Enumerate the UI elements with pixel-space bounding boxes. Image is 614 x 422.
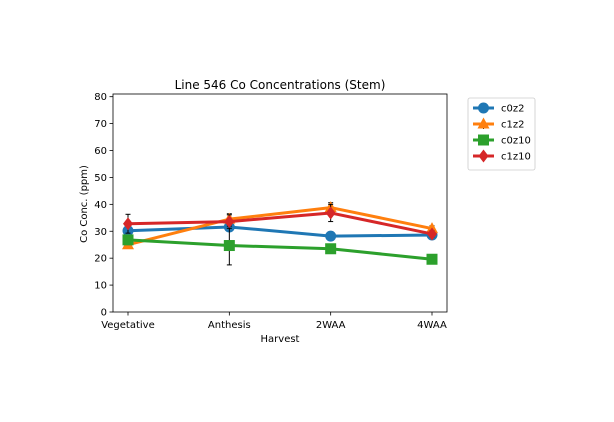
x-tick-label: 2WAA: [316, 320, 346, 331]
legend-label-c0z10: c0z10: [501, 136, 531, 147]
series-line-c1z10: [127, 211, 433, 236]
y-tick-label: 0: [101, 308, 107, 319]
y-tick-label: 50: [94, 173, 107, 184]
data-point-c0z10: [325, 243, 337, 255]
legend-label-c1z10: c1z10: [501, 152, 531, 163]
legend-marker-c1z2: [477, 117, 490, 129]
data-point-c0z10: [426, 253, 438, 265]
y-tick-label: 80: [94, 92, 107, 103]
x-tick-label: 4WAA: [417, 320, 447, 331]
series-line-c0z2: [127, 225, 433, 238]
data-point-c0z2: [325, 230, 337, 242]
legend-label-c1z2: c1z2: [501, 120, 524, 131]
y-tick-label: 60: [94, 146, 107, 157]
y-tick-label: 70: [94, 119, 107, 130]
y-tick-label: 10: [94, 281, 107, 292]
x-axis-label: Harvest: [261, 334, 300, 345]
data-point-c1z10: [427, 227, 437, 241]
legend-label-c0z2: c0z2: [501, 104, 524, 115]
data-point-c1z10: [123, 217, 133, 231]
chart-title: Line 546 Co Concentrations (Stem): [175, 78, 386, 92]
data-point-c1z10: [224, 215, 235, 229]
series-line-c0z10: [127, 238, 433, 261]
series-line-c1z2: [127, 206, 433, 247]
y-tick-label: 20: [94, 254, 107, 265]
legend: c0z2 c1z2 c0z10 c1z10: [467, 97, 536, 171]
plot-frame: [112, 93, 448, 313]
y-tick-label: 40: [94, 200, 107, 211]
data-point-c1z10: [325, 206, 336, 220]
data-point-c0z10: [122, 234, 134, 246]
x-tick-label: Anthesis: [208, 320, 251, 331]
data-point-c0z10: [223, 240, 235, 252]
legend-marker-c0z10: [478, 134, 489, 146]
plot-area: 0 10 20 30 40 50 60 70 80 Vegetative Anthesis 2WAA 4…: [94, 92, 448, 331]
legend-marker-c1z10: [478, 149, 489, 163]
legend-marker-c0z2: [478, 102, 489, 114]
y-tick-label: 30: [94, 227, 107, 238]
y-axis-label: Co Conc. (ppm): [79, 165, 90, 243]
x-tick-label: Vegetative: [101, 320, 155, 331]
